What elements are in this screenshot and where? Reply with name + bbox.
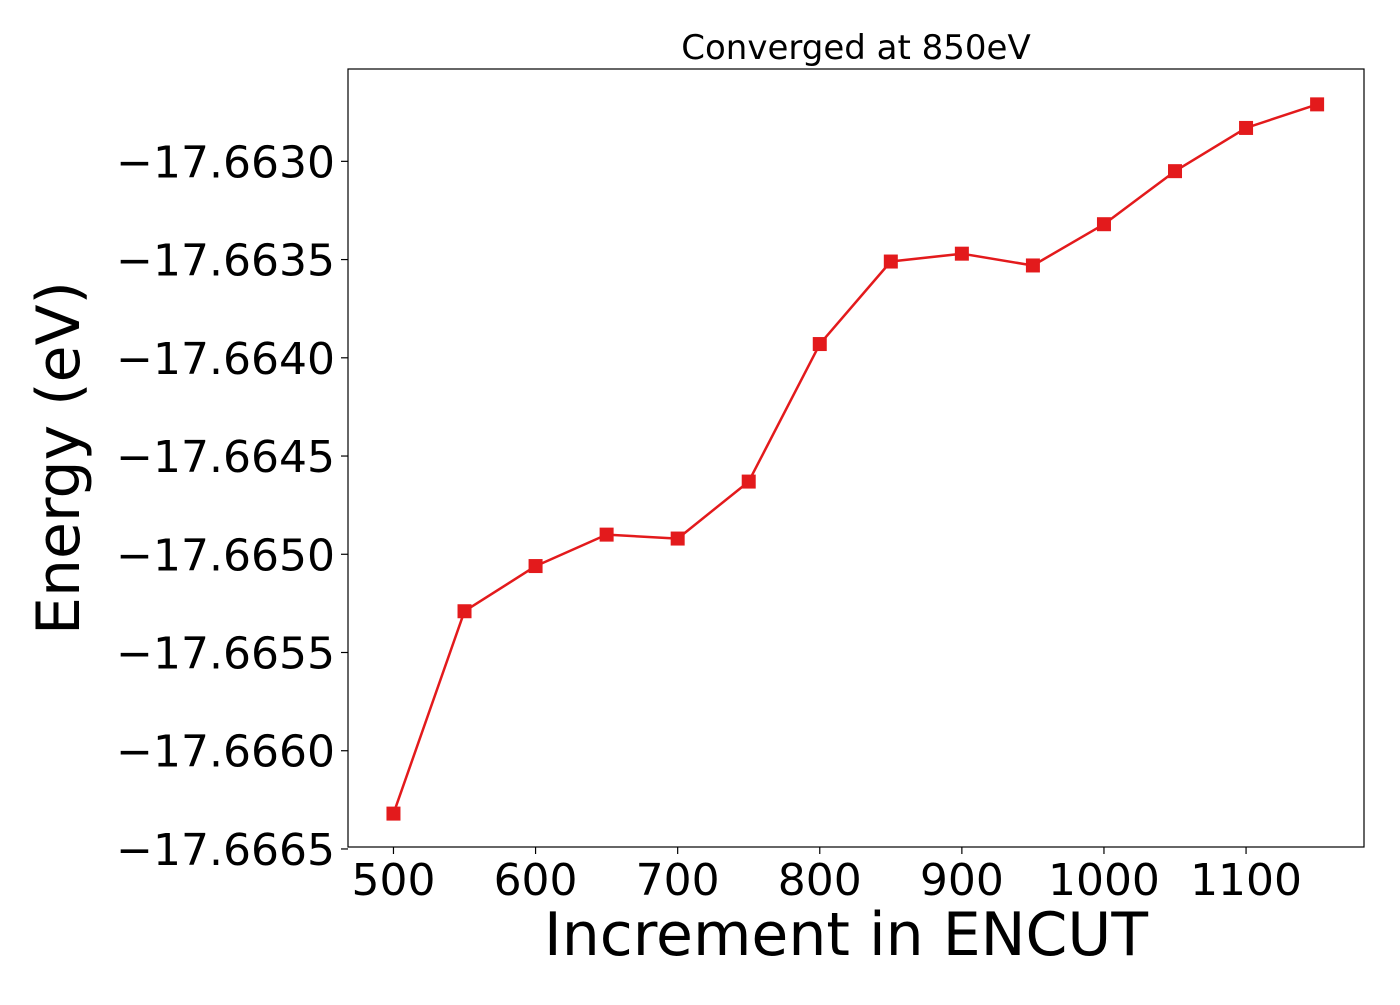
plot-content <box>386 97 1325 821</box>
data-point-marker <box>883 254 898 269</box>
y-tick-label: −17.6635 <box>116 236 335 287</box>
data-point-marker <box>386 806 401 821</box>
y-tick-label: −17.6660 <box>116 727 335 778</box>
x-tick-label: 500 <box>351 855 435 906</box>
data-point-marker <box>741 474 756 489</box>
series-line <box>392 103 1318 815</box>
y-tick-label: −17.6640 <box>116 334 335 385</box>
x-tick-label: 900 <box>920 855 1004 906</box>
y-axis-ticks: −17.6665 −17.6660 −17.6655 −17.6650 −17.6645… <box>116 137 348 876</box>
x-axis-ticks: 500 600 700 800 900 1000 1100 <box>351 847 1302 906</box>
data-point-marker <box>528 559 543 574</box>
y-tick-label: −17.6650 <box>116 530 335 581</box>
data-point-marker <box>1310 97 1325 112</box>
x-tick-label: 700 <box>636 855 720 906</box>
y-tick-label: −17.6655 <box>116 629 335 680</box>
data-point-marker <box>1168 164 1183 179</box>
chart-title: Converged at 850eV <box>681 28 1030 68</box>
data-point-marker <box>670 531 685 546</box>
plot-frame <box>347 68 1365 848</box>
y-tick-label: −17.6630 <box>116 137 335 188</box>
x-tick-label: 1100 <box>1190 855 1302 906</box>
data-point-marker <box>1025 258 1040 273</box>
data-point-marker <box>1096 217 1111 232</box>
x-tick-label: 600 <box>494 855 578 906</box>
x-tick-label: 1000 <box>1048 855 1160 906</box>
y-tick-label: −17.6645 <box>116 432 335 483</box>
x-tick-label: 800 <box>778 855 862 906</box>
data-point-marker <box>812 337 827 352</box>
y-tick-label: −17.6665 <box>116 825 335 876</box>
data-point-marker <box>954 246 969 261</box>
data-point-marker <box>457 604 472 619</box>
y-axis-label: Energy (eV) <box>24 281 94 635</box>
data-point-marker <box>599 527 614 542</box>
x-axis-label: Increment in ENCUT <box>544 900 1148 970</box>
data-point-marker <box>1239 120 1254 135</box>
